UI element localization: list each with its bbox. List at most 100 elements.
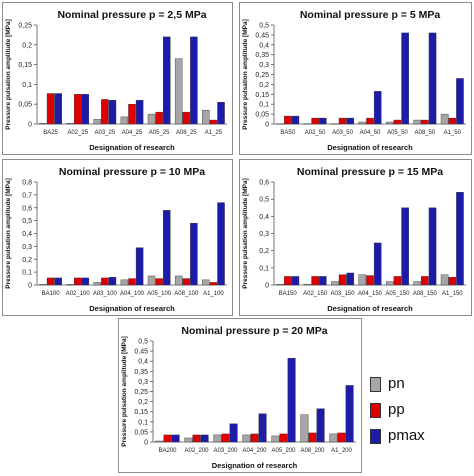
bar-pn bbox=[202, 109, 210, 125]
bar-pp bbox=[128, 278, 136, 286]
x-tick-label: A05_150 bbox=[385, 291, 410, 297]
chart-panel-20-mpa: Nominal pressure p = 20 MPa Pressure puls… bbox=[118, 318, 362, 473]
y-axis-label: Pressure pulsation amplitude [MPa] bbox=[121, 336, 128, 447]
chart-legend: pn pp pmax bbox=[370, 374, 470, 452]
bar-pp bbox=[73, 94, 82, 125]
bar-pmax bbox=[108, 100, 117, 125]
bar-pn bbox=[385, 281, 394, 286]
y-tick-label: 0,45 bbox=[255, 32, 269, 39]
y-tick-label: 0,05 bbox=[134, 429, 148, 436]
bar-chart: Nominal pressure p = 20 MPa Pressure puls… bbox=[121, 325, 356, 470]
y-tick-label: 0,5 bbox=[259, 23, 269, 30]
bar-pmax bbox=[163, 210, 171, 286]
x-tick-label: A05_50 bbox=[387, 130, 408, 136]
bar-pp bbox=[338, 117, 347, 125]
x-tick-label: A08_50 bbox=[415, 130, 436, 136]
bar-pn bbox=[300, 414, 309, 443]
x-tick-label: A04_50 bbox=[360, 130, 381, 136]
x-tick-label: BA200 bbox=[158, 448, 177, 454]
chart-panel-15-mpa: Nominal pressure p = 15 MPa Pressure puls… bbox=[239, 159, 472, 316]
bar-pn bbox=[39, 284, 47, 286]
bar-pmax bbox=[54, 277, 62, 286]
bar-pmax bbox=[456, 192, 464, 286]
bar-pp bbox=[46, 277, 55, 286]
bar-pmax bbox=[171, 434, 180, 443]
bar-pp bbox=[155, 278, 163, 286]
bar-pmax bbox=[81, 277, 90, 286]
bar-pp bbox=[192, 434, 201, 443]
y-tick-label: 0 bbox=[265, 122, 269, 129]
bar-pmax bbox=[428, 207, 437, 286]
bar-pp bbox=[283, 276, 292, 286]
bar-chart: Nominal pressure p = 10 MPa Pressure puls… bbox=[5, 166, 227, 313]
x-tick-label: A03_150 bbox=[331, 291, 356, 297]
bar-pp bbox=[155, 111, 163, 125]
x-tick-label: A1_100 bbox=[203, 291, 224, 297]
y-tick-label: 0,2 bbox=[259, 248, 269, 255]
bar-pmax bbox=[135, 247, 144, 286]
bar-chart: Nominal pressure p = 15 MPa Pressure puls… bbox=[242, 166, 466, 313]
bar-pp bbox=[393, 276, 402, 286]
bar-pp bbox=[393, 119, 402, 125]
y-tick-label: 0,35 bbox=[134, 369, 148, 376]
y-tick-label: 0,15 bbox=[255, 92, 269, 99]
bar-pn bbox=[120, 116, 129, 125]
legend-swatch-pp bbox=[370, 403, 381, 418]
bar-pp bbox=[46, 93, 55, 125]
y-tick-label: 0,1 bbox=[22, 82, 32, 89]
x-tick-label: BA50 bbox=[280, 130, 295, 136]
y-tick-label: 0,1 bbox=[259, 102, 269, 109]
bar-pn bbox=[413, 281, 421, 286]
y-tick-label: 0,15 bbox=[134, 409, 148, 416]
bar-pmax bbox=[163, 36, 171, 125]
x-tick-label: A05_200 bbox=[271, 448, 296, 454]
bar-pmax bbox=[258, 413, 267, 443]
y-tick-label: 0,2 bbox=[22, 42, 32, 49]
chart-title: Nominal pressure p = 15 MPa bbox=[297, 166, 443, 178]
bar-pmax bbox=[373, 91, 382, 125]
y-tick-label: 0,3 bbox=[259, 62, 269, 69]
y-axis-label: Pressure pulsation amplitude [MPa] bbox=[242, 178, 249, 289]
chart-panel-2-5-mpa: Nominal pressure p = 2,5 MPa Pressure pul… bbox=[2, 2, 233, 155]
bar-pp bbox=[366, 275, 374, 286]
legend-item-pp: pp bbox=[370, 400, 470, 422]
bar-pn bbox=[385, 121, 394, 125]
y-tick-label: 0,7 bbox=[22, 192, 32, 199]
bar-chart: Nominal pressure p = 2,5 MPa Pressure pul… bbox=[5, 9, 227, 152]
y-tick-label: 0,05 bbox=[255, 112, 269, 119]
y-tick-label: 0,5 bbox=[22, 218, 32, 225]
x-tick-label: A05_25 bbox=[149, 130, 170, 136]
bar-pn bbox=[39, 123, 47, 125]
bar-pmax bbox=[373, 242, 382, 286]
bar-pn bbox=[276, 283, 284, 286]
bar-pp bbox=[73, 277, 82, 286]
bar-pn bbox=[184, 437, 193, 443]
bar-pp bbox=[221, 433, 230, 443]
bar-pn bbox=[358, 274, 367, 286]
bar-pn bbox=[329, 433, 338, 443]
x-tick-label: BA150 bbox=[279, 291, 298, 297]
x-axis-label: Designation of research bbox=[212, 461, 298, 470]
bar-pn bbox=[202, 279, 210, 286]
y-tick-label: 0,4 bbox=[22, 231, 32, 238]
bar-pmax bbox=[291, 115, 300, 125]
bar-pp bbox=[209, 119, 218, 125]
bar-pp bbox=[163, 434, 172, 443]
chart-title: Nominal pressure p = 2,5 MPa bbox=[57, 9, 206, 21]
bar-pn bbox=[93, 282, 101, 286]
bar-pp bbox=[448, 277, 457, 286]
chart-panel-5-mpa: Nominal pressure p = 5 MPa Pressure pulsa… bbox=[239, 2, 472, 155]
bar-pn bbox=[440, 274, 449, 286]
bar-pp bbox=[308, 432, 317, 443]
y-tick-label: 0,25 bbox=[134, 389, 148, 396]
x-tick-label: A04_100 bbox=[120, 291, 145, 297]
bar-pp bbox=[209, 282, 218, 286]
x-axis-label: Designation of research bbox=[89, 304, 175, 313]
bar-pn bbox=[276, 123, 284, 125]
bar-pmax bbox=[135, 100, 144, 125]
legend-swatch-pn bbox=[370, 377, 381, 392]
y-tick-label: 0,45 bbox=[134, 349, 148, 356]
bar-pp bbox=[250, 433, 259, 443]
x-tick-label: A03_100 bbox=[93, 291, 118, 297]
bar-pn bbox=[213, 434, 222, 443]
